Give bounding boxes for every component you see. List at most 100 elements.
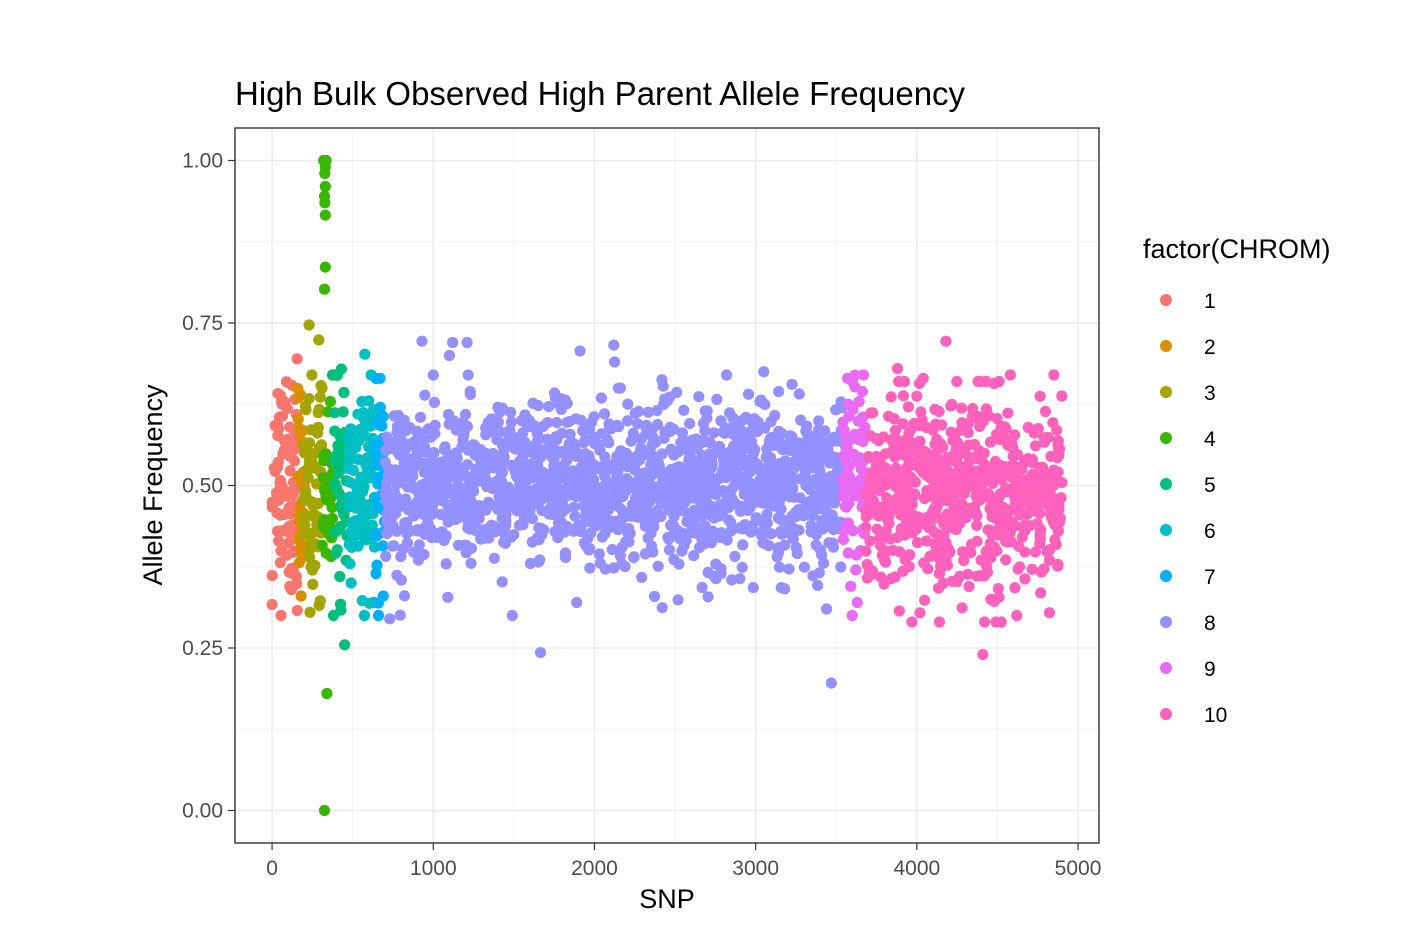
data-point (949, 429, 961, 441)
data-point (570, 413, 582, 425)
data-point (897, 418, 909, 430)
data-point (629, 464, 641, 476)
data-point (511, 471, 523, 483)
data-point (285, 583, 297, 596)
series-chrom-7 (369, 372, 390, 622)
data-point (361, 452, 373, 464)
data-point (598, 408, 611, 420)
data-point (304, 606, 316, 618)
data-point (303, 319, 315, 331)
data-point (480, 422, 492, 434)
data-point (924, 550, 936, 563)
data-point (274, 475, 286, 487)
data-point (508, 529, 520, 541)
x-tick-label: 1000 (410, 857, 457, 880)
data-point (872, 501, 884, 513)
data-point (699, 425, 711, 437)
data-point (944, 546, 956, 558)
data-point (543, 468, 556, 480)
data-point (686, 526, 698, 539)
data-point (1002, 439, 1014, 451)
data-point (306, 564, 318, 576)
data-point (874, 531, 886, 544)
data-point (469, 449, 481, 461)
data-point (1032, 423, 1044, 435)
legend-label: 8 (1204, 612, 1216, 635)
data-point (683, 462, 695, 474)
data-point (816, 549, 828, 561)
data-point (541, 433, 553, 445)
data-point (295, 546, 307, 559)
y-tick-label: 0.50 (182, 475, 223, 498)
data-point (643, 465, 655, 478)
data-point (556, 427, 568, 439)
data-point (1024, 471, 1036, 483)
data-point (427, 369, 439, 381)
data-point (543, 401, 555, 413)
data-point (372, 609, 385, 622)
data-point (946, 575, 958, 587)
data-point (424, 522, 437, 535)
data-point (807, 570, 819, 582)
data-point (414, 411, 427, 423)
data-point (389, 507, 402, 520)
y-tick-label: 1.00 (182, 150, 223, 173)
data-point (497, 449, 510, 461)
data-point (398, 590, 411, 602)
data-point (724, 446, 737, 458)
data-point (283, 537, 295, 549)
data-point (792, 437, 805, 449)
data-point (812, 579, 824, 592)
data-point (837, 533, 850, 546)
legend-label: 4 (1204, 428, 1216, 451)
data-point (899, 525, 911, 538)
data-point (708, 570, 720, 583)
legend-key (1160, 340, 1172, 352)
data-point (534, 554, 546, 566)
data-point (674, 470, 686, 482)
data-point (496, 402, 508, 414)
data-point (582, 532, 594, 544)
data-point (982, 488, 995, 500)
data-point (569, 510, 581, 522)
data-point (428, 447, 440, 459)
data-point (320, 523, 332, 535)
legend-key (1160, 524, 1172, 536)
data-point (498, 527, 510, 539)
data-point (903, 486, 915, 498)
data-point (842, 434, 855, 447)
data-point (292, 413, 304, 425)
data-point (793, 524, 805, 536)
data-point (319, 180, 331, 193)
data-point (932, 582, 945, 594)
data-point (598, 495, 610, 507)
data-point (266, 569, 278, 582)
data-point (291, 604, 303, 617)
data-point (816, 515, 828, 527)
data-point (755, 394, 767, 406)
data-point (551, 526, 563, 538)
data-point (886, 434, 898, 446)
data-point (307, 500, 319, 512)
data-point (898, 478, 910, 490)
data-point (1000, 554, 1012, 566)
data-point (842, 398, 854, 410)
data-point (627, 453, 639, 465)
data-point (413, 539, 425, 551)
data-point (593, 518, 606, 530)
data-point (677, 527, 689, 539)
data-point (883, 410, 895, 422)
data-point (401, 537, 413, 549)
data-point (852, 432, 864, 444)
data-point (894, 486, 906, 498)
data-point (933, 616, 946, 628)
data-point (911, 390, 923, 402)
data-point (864, 487, 876, 499)
data-point (548, 458, 560, 471)
data-point (772, 482, 784, 494)
data-point (956, 402, 968, 414)
data-point (921, 485, 933, 497)
data-point (640, 516, 652, 528)
data-point (724, 407, 736, 419)
data-point (639, 548, 652, 560)
